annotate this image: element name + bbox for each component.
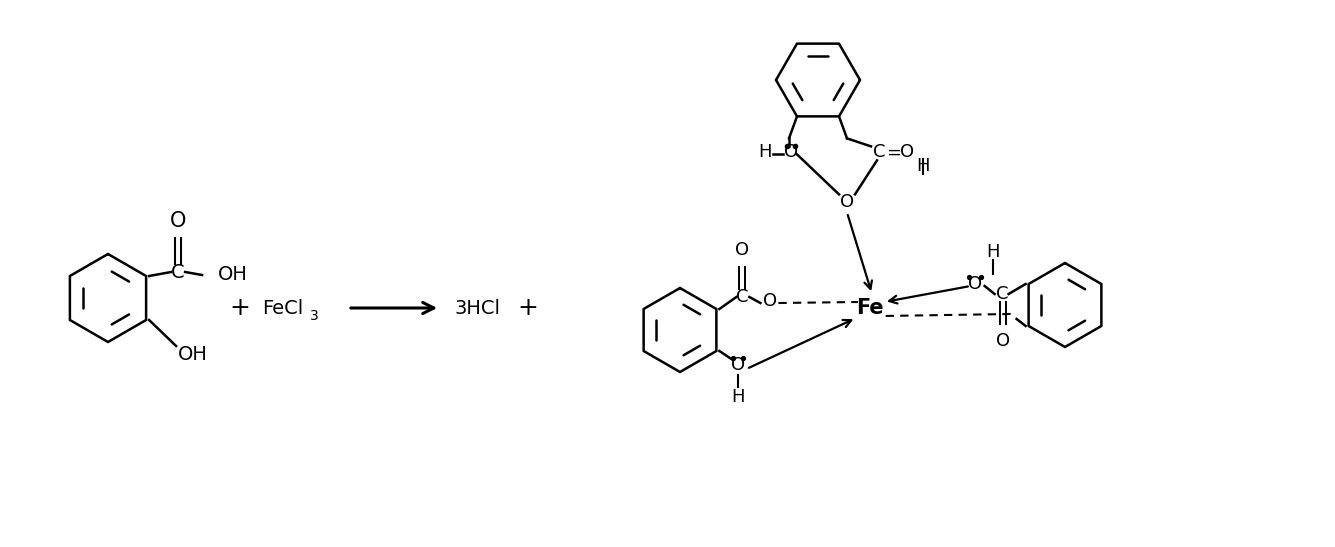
Text: O: O <box>736 241 749 259</box>
Text: C: C <box>171 263 186 282</box>
Text: 3: 3 <box>310 309 319 323</box>
Text: O: O <box>764 292 777 310</box>
Text: =: = <box>886 143 901 161</box>
Text: OH: OH <box>178 345 208 364</box>
Text: H: H <box>916 158 929 176</box>
Text: 3HCl: 3HCl <box>455 299 501 317</box>
Text: O: O <box>968 275 981 293</box>
Text: H: H <box>985 243 1000 261</box>
Text: H: H <box>732 388 745 406</box>
Text: O: O <box>784 143 798 161</box>
Text: C: C <box>736 288 749 306</box>
Text: FeCl: FeCl <box>262 299 303 317</box>
Text: Fe: Fe <box>856 298 884 318</box>
Text: OH: OH <box>218 265 248 283</box>
Text: +: + <box>230 296 251 320</box>
Text: O: O <box>996 332 1009 350</box>
Text: O: O <box>900 143 914 161</box>
Text: C: C <box>873 143 885 161</box>
Text: O: O <box>170 211 187 231</box>
Text: +: + <box>518 296 538 320</box>
Text: O: O <box>840 194 854 211</box>
Text: O: O <box>732 356 745 374</box>
Text: H: H <box>758 143 772 161</box>
Text: C: C <box>996 285 1009 303</box>
